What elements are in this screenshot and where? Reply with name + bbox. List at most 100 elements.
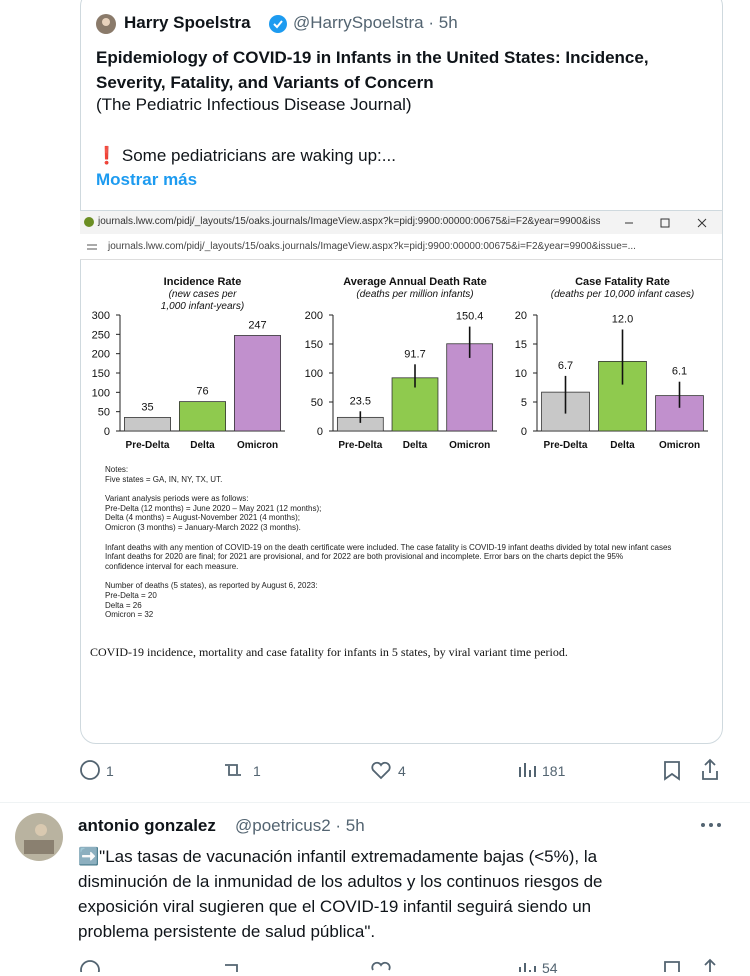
y-tick-label: 0	[104, 426, 110, 438]
author-avatar[interactable]	[96, 14, 116, 34]
note-block: Number of deaths (5 states), as reported…	[105, 581, 671, 619]
y-tick-label: 50	[311, 397, 323, 409]
value-label: 23.5	[350, 395, 371, 407]
like-count[interactable]: 4	[398, 763, 406, 779]
reply-action-icons	[80, 958, 716, 972]
reply-author-name[interactable]: antonio gonzalez	[78, 816, 216, 835]
y-tick-label: 300	[92, 310, 110, 322]
reply-text: ➡️"Las tasas de vacunación infantil extr…	[78, 844, 602, 944]
y-tick-label: 10	[515, 368, 527, 380]
reply-line: exposición viral sugieren que el COVID-1…	[78, 897, 592, 916]
author-name[interactable]: Harry Spoelstra	[124, 13, 251, 32]
attached-image[interactable]: journals.lww.com/pidj/_layouts/15/oaks.j…	[80, 210, 722, 743]
y-tick-label: 0	[521, 426, 527, 438]
note-block: Notes: Five states = GA, IN, NY, TX, UT.	[105, 465, 671, 484]
note-line: Omicron (3 months) = January-March 2022 …	[105, 522, 301, 532]
action-icons	[80, 758, 718, 781]
bar	[233, 335, 281, 432]
chart-title: Case Fatality Rate	[575, 276, 670, 288]
tweet-title: Epidemiology of COVID-19 in Infants in t…	[96, 45, 649, 95]
x-tick-label: Delta	[190, 440, 215, 451]
note-line: Pre-Delta (12 months) = June 2020 – May …	[105, 503, 322, 513]
y-tick-label: 200	[92, 349, 110, 361]
x-tick-label: Pre-Delta	[338, 440, 382, 451]
chart-title: Average Annual Death Rate	[343, 276, 486, 288]
note-line: confidence interval for each measure.	[105, 561, 239, 571]
address-url: journals.lww.com/pidj/_layouts/15/oaks.j…	[108, 241, 636, 252]
address-bar: journals.lww.com/pidj/_layouts/15/oaks.j…	[80, 234, 722, 260]
note-line: Delta = 26	[105, 600, 142, 610]
divider	[0, 802, 750, 803]
value-label: 150.4	[456, 311, 484, 323]
value-label: 6.1	[672, 366, 687, 378]
note-line: Notes:	[105, 465, 129, 474]
verified-badge	[269, 15, 287, 33]
window-controls	[600, 211, 722, 234]
x-tick-label: Omicron	[449, 440, 490, 451]
note-block: Infant deaths with any mention of COVID-…	[105, 543, 671, 572]
value-label: 247	[248, 319, 266, 331]
favicon	[84, 217, 94, 227]
value-label: 35	[141, 401, 153, 413]
chart-subtitle: (deaths per million infants)	[356, 289, 473, 300]
more-menu[interactable]	[700, 820, 722, 830]
quoted-tweet-card[interactable]	[80, 0, 723, 744]
tweet-text: ❗ Some pediatricians are waking up:...	[96, 146, 396, 165]
y-tick-label: 20	[515, 310, 527, 322]
note-block: Variant analysis periods were as follows…	[105, 494, 671, 532]
reply-view-count[interactable]: 54	[542, 960, 558, 976]
bar	[178, 401, 226, 432]
reply-avatar[interactable]	[14, 812, 64, 862]
value-label: 76	[196, 386, 208, 398]
chart-subtitle: (deaths per 10,000 infant cases)	[551, 289, 694, 300]
value-label: 6.7	[558, 360, 573, 372]
y-tick-label: 150	[305, 339, 323, 351]
window-control-icons	[625, 218, 707, 228]
y-tick-label: 0	[317, 426, 323, 438]
y-tick-label: 5	[521, 397, 527, 409]
y-tick-label: 150	[92, 368, 110, 380]
note-line: Number of deaths (5 states), as reported…	[105, 581, 318, 591]
chart-title: Incidence Rate	[164, 276, 242, 288]
value-label: 91.7	[404, 348, 425, 360]
notes: Notes: Five states = GA, IN, NY, TX, UT. V…	[105, 465, 671, 630]
reply-author-handle[interactable]: @poetricus2 · 5h	[235, 816, 365, 835]
figure-caption: COVID-19 incidence, mortality and case f…	[90, 645, 568, 659]
x-tick-label: Omicron	[659, 440, 700, 451]
y-tick-label: 15	[515, 339, 527, 351]
site-info-icon	[87, 244, 97, 250]
reply-line: ➡️"Las tasas de vacunación infantil extr…	[78, 847, 598, 866]
reply-line: disminución de la inmunidad de los adult…	[78, 872, 603, 891]
x-tick-label: Delta	[610, 440, 635, 451]
view-count[interactable]: 181	[542, 763, 566, 779]
bar	[124, 417, 172, 432]
author-handle[interactable]: @HarrySpoelstra · 5h	[293, 13, 458, 32]
window-titlebar: journals.lww.com/pidj/_layouts/15/oaks.j…	[80, 211, 722, 234]
window-url: journals.lww.com/pidj/_layouts/15/oaks.j…	[98, 216, 626, 227]
chart-subtitle: (new cases per	[169, 289, 237, 300]
note-line: Infant deaths for 2020 are final; for 20…	[105, 552, 624, 562]
note-line: Omicron = 32	[105, 610, 154, 620]
title-line: Severity, Fatality, and Variants of Conc…	[96, 73, 434, 92]
note-line: Five states = GA, IN, NY, TX, UT.	[105, 474, 223, 484]
chart-subtitle: 1,000 infant-years)	[161, 301, 244, 312]
reply-count[interactable]: 1	[106, 763, 114, 779]
note-line: Variant analysis periods were as follows…	[105, 494, 249, 504]
note-line: Delta (4 months) = August-November 2021 …	[105, 513, 300, 523]
title-line: Epidemiology of COVID-19 in Infants in t…	[96, 48, 649, 67]
y-tick-label: 200	[305, 310, 323, 322]
bar	[446, 343, 494, 432]
y-tick-label: 50	[98, 407, 110, 419]
show-more[interactable]: Mostrar más	[96, 170, 198, 189]
y-tick-label: 100	[92, 387, 110, 399]
journal: (The Pediatric Infectious Disease Journa…	[96, 95, 412, 114]
x-tick-label: Pre-Delta	[126, 440, 170, 451]
note-line: Infant deaths with any mention of COVID-…	[105, 542, 672, 552]
retweet-count[interactable]: 1	[253, 763, 261, 779]
x-tick-label: Pre-Delta	[544, 440, 588, 451]
x-tick-label: Delta	[403, 440, 428, 451]
note-line: Pre-Delta = 20	[105, 590, 157, 600]
x-tick-label: Omicron	[237, 440, 278, 451]
